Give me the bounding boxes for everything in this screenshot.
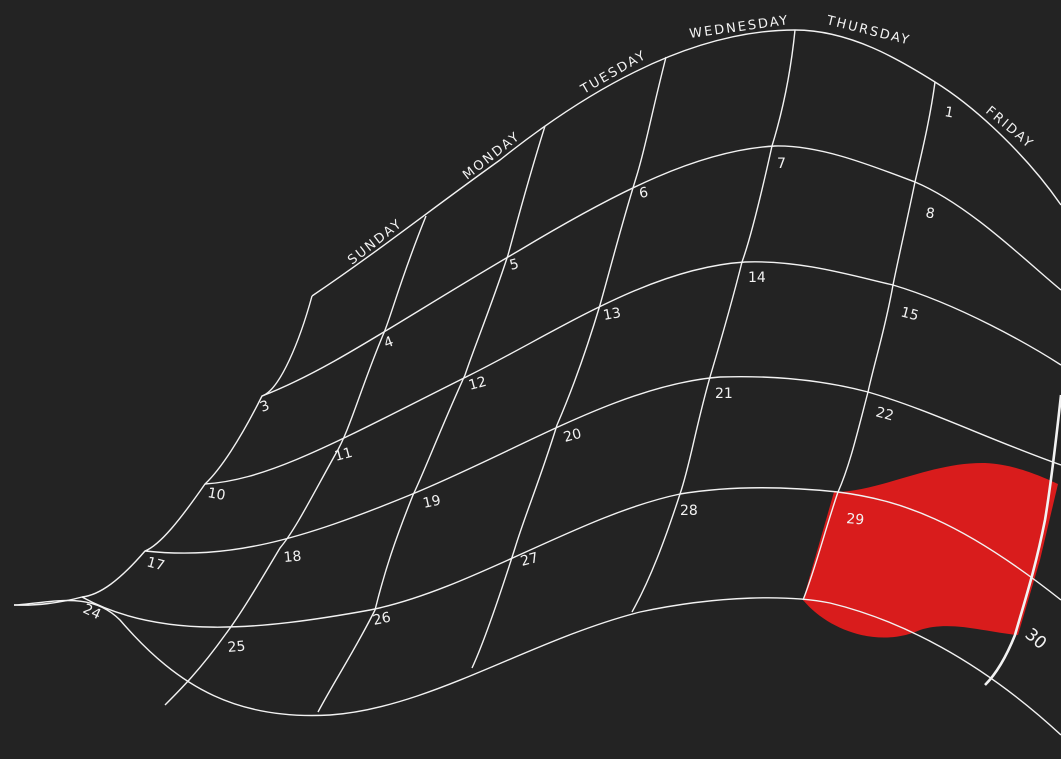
week-line-2 [204,261,1061,485]
date-29-highlighted: 29 [846,511,865,528]
date-30: 30 [1021,625,1050,654]
calendar-bottom-edge [13,597,1061,736]
date-20: 20 [562,426,583,446]
date-27: 27 [519,550,540,570]
week-line-1 [261,145,1061,397]
date-22: 22 [874,404,895,424]
day-label-wednesday: WEDNESDAY [688,13,790,42]
column-line-mon-tue [317,125,546,713]
day-label-monday: MONDAY [460,129,523,183]
date-14: 14 [748,270,766,286]
date-21: 21 [715,386,733,402]
date-18: 18 [283,548,302,565]
column-line-thu-fri [802,81,936,601]
column-line-sun-mon [164,215,427,706]
column-line-wed-thu [631,29,796,613]
day-label-thursday: THURSDAY [824,13,912,49]
date-15: 15 [899,304,920,324]
date-11: 11 [333,445,354,465]
date-3: 3 [258,398,272,416]
date-25: 25 [227,638,246,655]
column-line-fri-sat [984,394,1061,686]
week-line-4 [81,487,1061,628]
day-label-friday: FRIDAY [982,104,1036,153]
column-line-tue-wed [471,56,667,669]
calendar-left-edge [13,295,313,606]
date-19: 19 [422,493,443,512]
date-8: 8 [924,205,936,222]
date-24: 24 [80,601,103,623]
date-12: 12 [467,374,488,394]
calendar-top-edge [311,29,1061,297]
date-10: 10 [206,485,226,504]
date-28: 28 [680,503,698,519]
date-1: 1 [943,104,955,121]
day-label-sunday: SUNDAY [345,216,406,268]
week-line-3 [144,375,1061,554]
day-label-tuesday: TUESDAY [578,48,650,98]
date-17: 17 [145,554,166,574]
date-6: 6 [638,185,650,202]
highlight-ribbon [803,462,1058,638]
date-13: 13 [602,305,622,324]
date-5: 5 [508,256,521,274]
date-26: 26 [372,610,393,629]
date-7: 7 [777,156,786,172]
date-4: 4 [382,334,396,352]
